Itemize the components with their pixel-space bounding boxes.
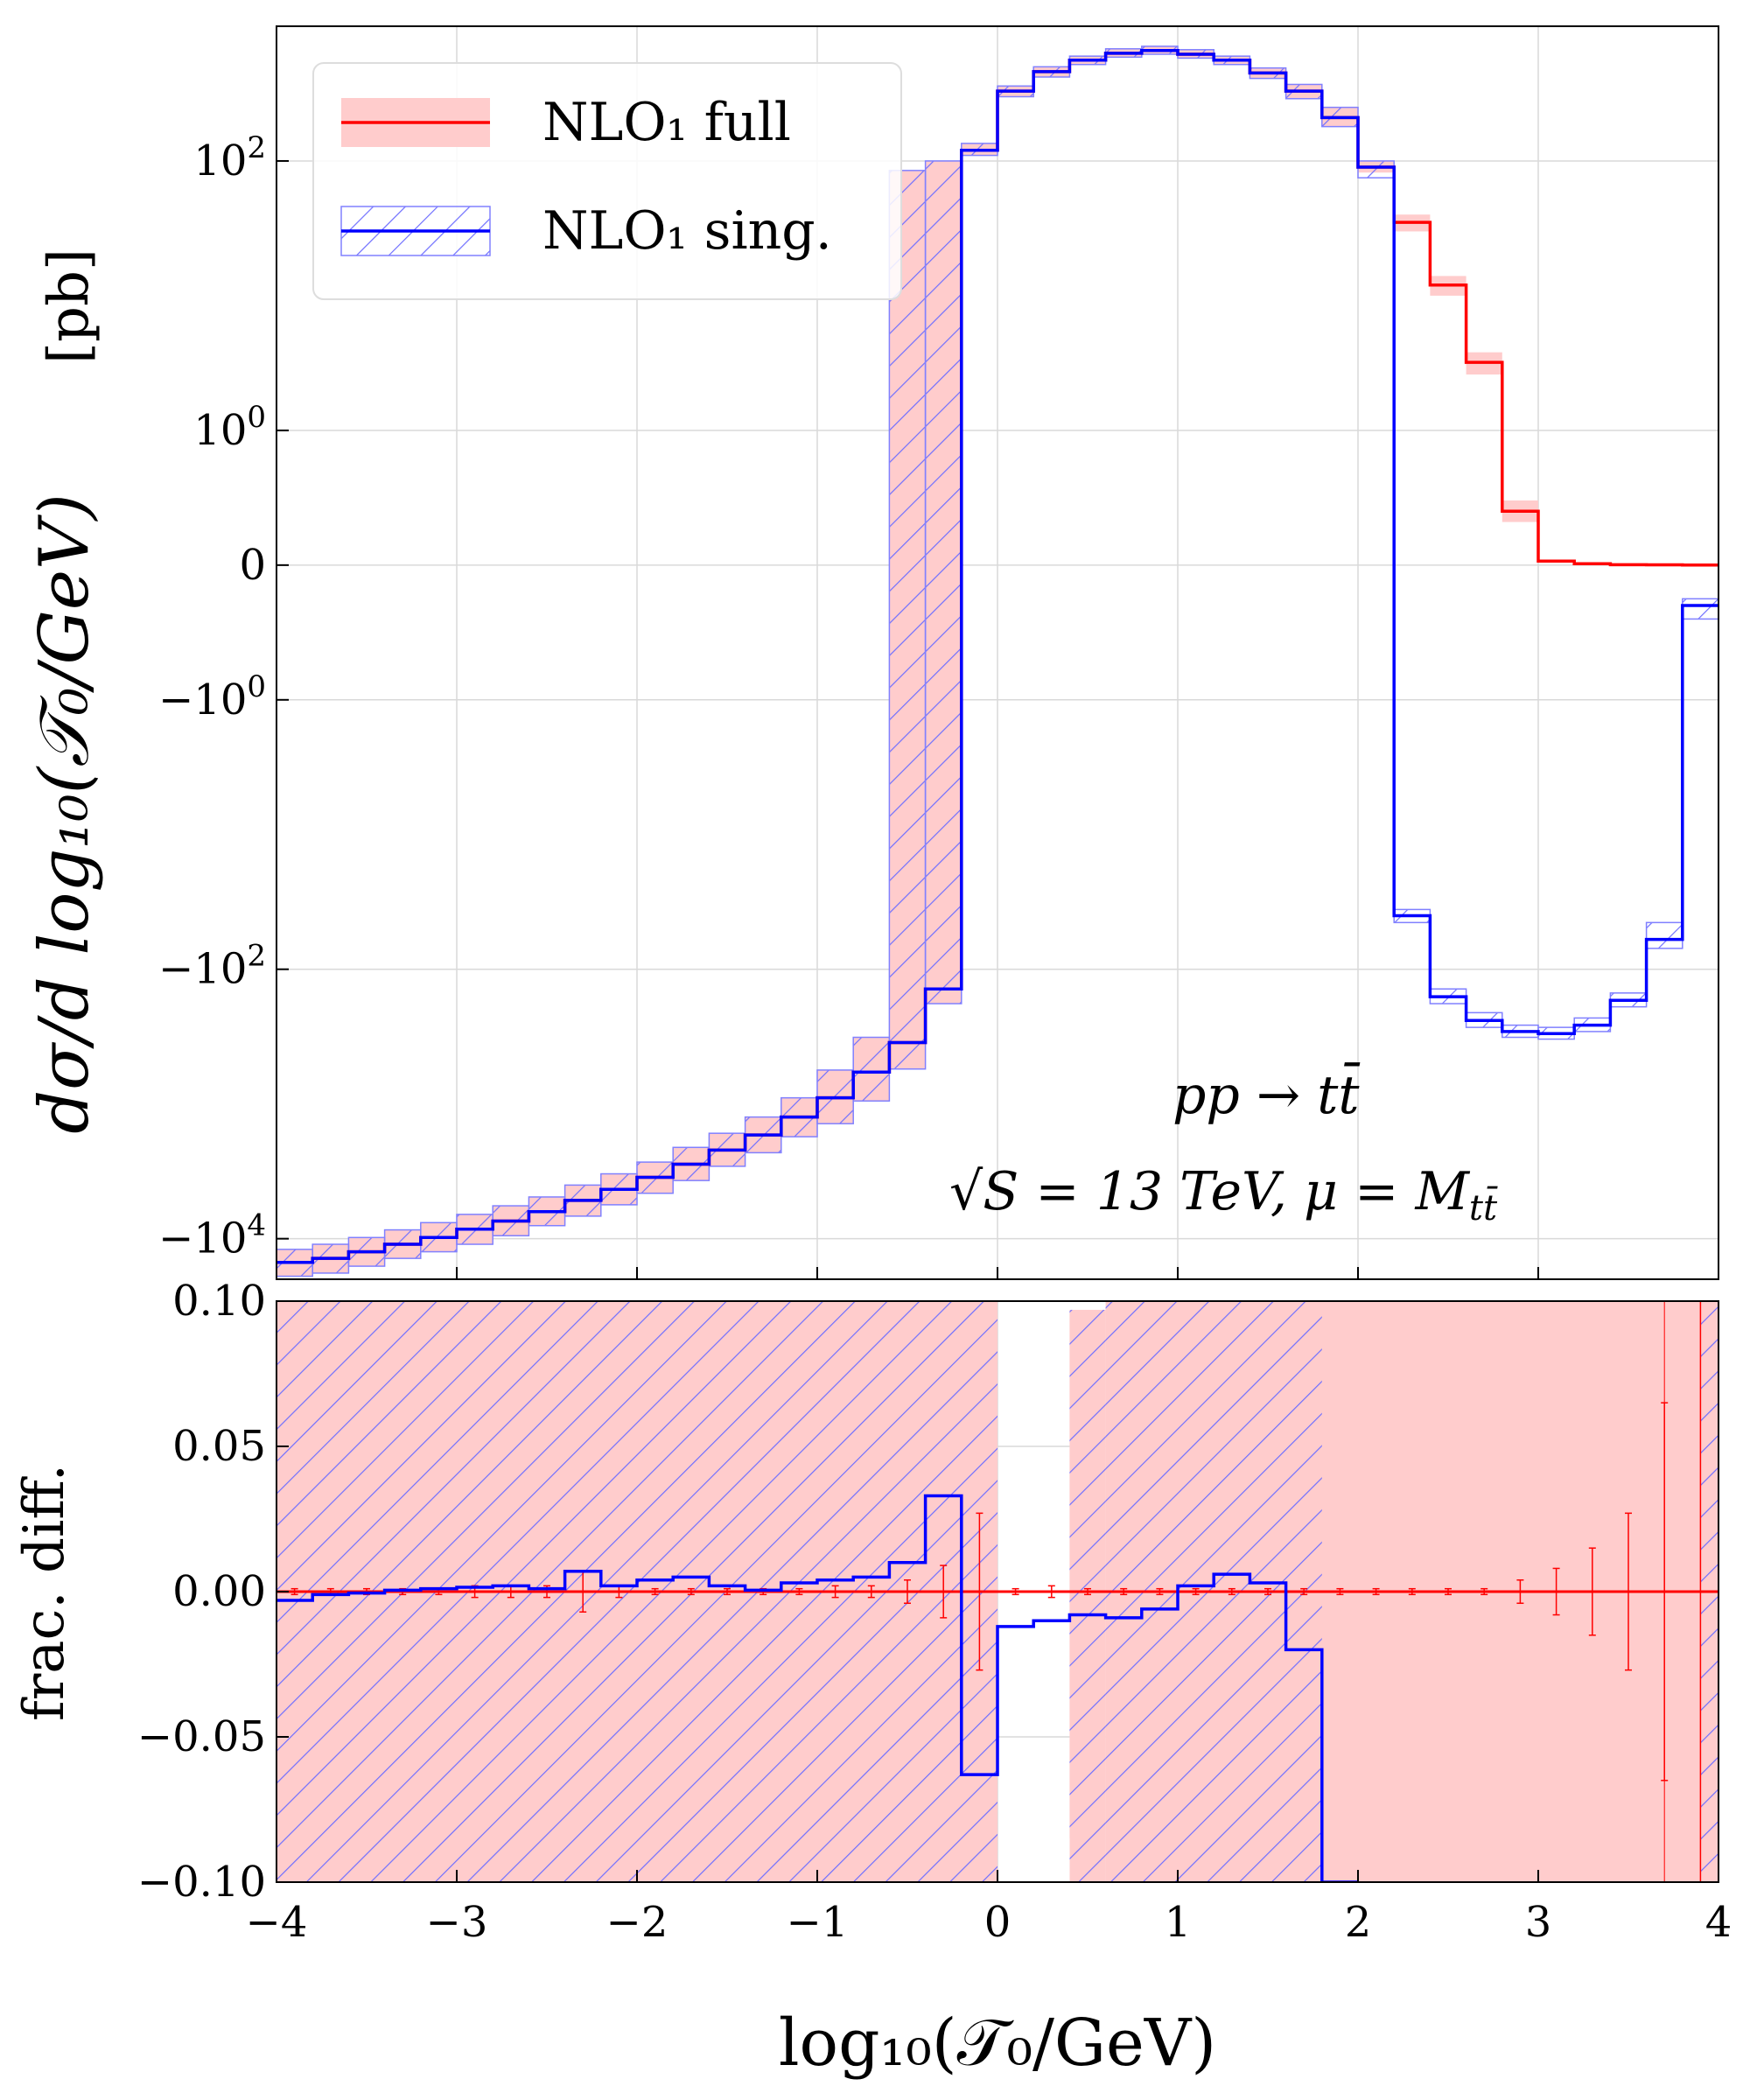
- top-y-tick-label: −104: [158, 1208, 266, 1264]
- ratio-gap-patch: [1033, 1838, 1070, 1882]
- top-lines: [276, 49, 1718, 1264]
- legend-full-label: NLO₁ full: [542, 92, 791, 153]
- bottom-y-tick-label: 0.10: [172, 1277, 266, 1326]
- top-y-axis-unit: [pb]: [37, 248, 102, 364]
- bottom-y-axis-label: frac. diff.: [12, 1464, 77, 1721]
- x-tick-label: −1: [787, 1898, 849, 1947]
- sing-band-bin: [924, 160, 962, 1004]
- top-y-axis-label: dσ/d log₁₀(𝒯₀/GeV): [25, 494, 104, 1134]
- bottom-y-tick-label: 0.00: [172, 1567, 266, 1616]
- x-tick-label: 3: [1525, 1898, 1552, 1947]
- x-axis-label: log₁₀(𝒯₀/GeV): [779, 2006, 1216, 2081]
- annotation-process: pp → tt̄: [1172, 1062, 1361, 1126]
- sing-series-line: [276, 49, 1718, 1264]
- annotation-energy-main: √S = 13 TeV, μ = M: [949, 1161, 1470, 1222]
- x-tick-label: 1: [1165, 1898, 1192, 1947]
- bottom-y-tick-label: −0.10: [137, 1858, 266, 1907]
- sing-ratio-line: [276, 1494, 1358, 1882]
- sing-band-bin: [852, 1036, 891, 1102]
- bottom-x-ticks: −4 −3 −2 −1 0 1 2 3 4: [246, 1267, 1732, 1947]
- top-y-tick-label: −102: [158, 939, 266, 994]
- top-y-tick-label: 102: [193, 130, 266, 186]
- legend-sing-label: NLO₁ sing.: [542, 200, 832, 262]
- x-tick-label: 2: [1345, 1898, 1372, 1947]
- bottom-lines: [276, 1301, 1718, 1882]
- sing-ratio-hatch: [1069, 1309, 1106, 1882]
- top-panel: 102 100 0 −100 −102 −104 NLO₁ full NLO₁ sing.…: [25, 25, 1719, 1280]
- sing-band-bin: [1645, 921, 1684, 949]
- x-tick-label: 4: [1705, 1898, 1732, 1947]
- bottom-y-ticks: 0.10 0.05 0.00 −0.05 −0.10: [137, 1277, 289, 1907]
- legend: NLO₁ full NLO₁ sing.: [312, 62, 902, 300]
- bottom-panel: 0.10 0.05 0.00 −0.05 −0.10 −4 −3 −2 −1 0 1 2 3 4 fra…: [12, 1267, 1732, 2081]
- x-tick-label: 0: [984, 1898, 1012, 1947]
- sing-band-bin: [1357, 160, 1395, 178]
- annotation-energy-sub: tt̄: [1469, 1186, 1499, 1228]
- bottom-y-tick-label: 0.05: [172, 1422, 266, 1471]
- top-y-tick-label: 0: [239, 541, 266, 590]
- top-y-ticks: 102 100 0 −100 −102 −104: [158, 130, 289, 1264]
- sing-band-bin: [888, 170, 927, 1070]
- annotation-energy: √S = 13 TeV, μ = Mtt̄: [949, 1161, 1498, 1228]
- x-tick-label: −4: [246, 1898, 308, 1947]
- sing-band-bin: [1682, 598, 1718, 620]
- x-tick-label: −2: [606, 1898, 668, 1947]
- x-tick-label: −3: [426, 1898, 488, 1947]
- top-y-tick-label: −100: [158, 669, 266, 724]
- bottom-y-tick-label: −0.05: [137, 1712, 266, 1761]
- top-y-tick-label: 100: [193, 400, 266, 455]
